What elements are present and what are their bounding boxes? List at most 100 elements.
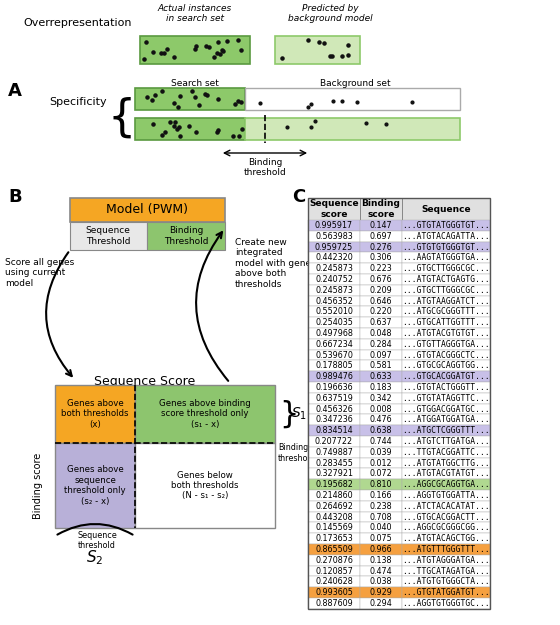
Text: Sequence
score: Sequence score (309, 199, 359, 219)
Bar (308, 490, 360, 501)
Text: 0.995917: 0.995917 (315, 221, 353, 230)
Text: 0.173653: 0.173653 (315, 534, 353, 543)
Point (311, 116, 320, 126)
Text: ...GTGTATGGGTGT...: ...GTGTATGGGTGT... (402, 221, 490, 230)
Text: 0.834514: 0.834514 (315, 426, 353, 435)
Point (166, 117, 175, 127)
Point (176, 131, 185, 141)
Text: C: C (292, 188, 305, 206)
Bar (360, 425, 402, 436)
Bar (402, 544, 490, 555)
Text: 0.254035: 0.254035 (315, 318, 353, 327)
Bar (308, 231, 360, 242)
Text: 0.676: 0.676 (370, 275, 393, 284)
Point (231, 99, 240, 109)
Point (328, 96, 337, 106)
Bar (360, 328, 402, 339)
Bar (402, 231, 490, 242)
Text: 0.220: 0.220 (370, 308, 393, 316)
Text: ...AGGTGTGGATTA...: ...AGGTGTGGATTA... (402, 491, 490, 500)
Point (213, 127, 222, 137)
Text: Specificity: Specificity (49, 97, 107, 107)
Text: Model (PWM): Model (PWM) (106, 204, 189, 216)
Point (169, 52, 178, 62)
Bar (360, 512, 402, 522)
Text: ...TTGTACGGATTC...: ...TTGTACGGATTC... (402, 448, 490, 457)
Point (192, 41, 200, 51)
Bar (360, 544, 402, 555)
Text: 0.342: 0.342 (370, 394, 393, 402)
Bar (360, 231, 402, 242)
Text: 0.040: 0.040 (370, 523, 392, 532)
Text: Binding
Threshold: Binding Threshold (164, 226, 208, 246)
Text: 0.294: 0.294 (370, 599, 393, 608)
Point (204, 42, 213, 52)
Text: 0.240752: 0.240752 (315, 275, 353, 284)
Point (304, 35, 312, 45)
Text: ...ATGTTTGGGTTT...: ...ATGTTTGGGTTT... (402, 545, 490, 554)
Bar (135, 443, 275, 528)
Bar (402, 522, 490, 533)
Bar (360, 253, 402, 263)
Bar (360, 382, 402, 392)
Text: 0.038: 0.038 (370, 578, 392, 586)
Text: Binding
threshold: Binding threshold (278, 443, 316, 462)
Point (175, 122, 184, 132)
Bar (360, 318, 402, 328)
Bar (308, 349, 360, 361)
Point (337, 96, 346, 106)
Bar (402, 436, 490, 447)
Text: 0.195682: 0.195682 (315, 480, 353, 489)
Text: 0.476: 0.476 (370, 415, 393, 424)
Text: 0.138: 0.138 (370, 556, 392, 565)
Bar (308, 339, 360, 349)
Text: Genes above
both thresholds
(x): Genes above both thresholds (x) (61, 399, 129, 429)
Bar (308, 371, 360, 382)
Text: Sequence
threshold: Sequence threshold (77, 531, 117, 551)
Text: 0.581: 0.581 (370, 361, 393, 370)
Text: ...GTGGACGGATGC...: ...GTGGACGGATGC... (402, 404, 490, 414)
Bar (147, 222, 225, 250)
Point (170, 117, 179, 127)
Point (176, 91, 185, 101)
Text: B: B (8, 188, 22, 206)
Text: 0.072: 0.072 (370, 469, 393, 478)
Bar (308, 576, 360, 587)
Point (160, 127, 169, 137)
Bar (308, 253, 360, 263)
Bar (360, 522, 402, 533)
Bar (308, 544, 360, 555)
Point (190, 92, 199, 102)
Bar (70, 198, 225, 222)
Text: 0.539670: 0.539670 (315, 351, 353, 359)
Bar (360, 198, 402, 220)
Text: A: A (8, 82, 22, 100)
Text: ...GTGTTAGGGTGA...: ...GTGTTAGGGTGA... (402, 340, 490, 349)
Text: 0.993605: 0.993605 (315, 588, 353, 597)
Text: ...GTGTACGGGCTC...: ...GTGTACGGGCTC... (402, 351, 490, 359)
Text: Search set: Search set (171, 79, 219, 88)
Bar (402, 349, 490, 361)
Point (148, 95, 157, 105)
Bar (402, 296, 490, 306)
Point (361, 118, 370, 128)
Text: $S_1$: $S_1$ (291, 406, 307, 422)
Point (203, 90, 212, 100)
Text: ...GTGTATAGGTTC...: ...GTGTATAGGTTC... (402, 394, 490, 402)
Text: 0.959725: 0.959725 (315, 242, 353, 251)
Bar (308, 512, 360, 522)
Bar (308, 328, 360, 339)
Point (142, 37, 151, 47)
Point (148, 119, 157, 129)
Text: 0.474: 0.474 (370, 566, 393, 576)
Bar (360, 576, 402, 587)
Text: {: { (108, 96, 136, 139)
Text: Sequence Score: Sequence Score (95, 375, 195, 388)
Text: 0.097: 0.097 (370, 351, 393, 359)
Point (157, 130, 166, 140)
Bar (402, 425, 490, 436)
Text: ...AAGTATGGGTGA...: ...AAGTATGGGTGA... (402, 253, 490, 262)
Bar (360, 339, 402, 349)
Bar (360, 220, 402, 231)
Text: 0.637519: 0.637519 (315, 394, 353, 402)
